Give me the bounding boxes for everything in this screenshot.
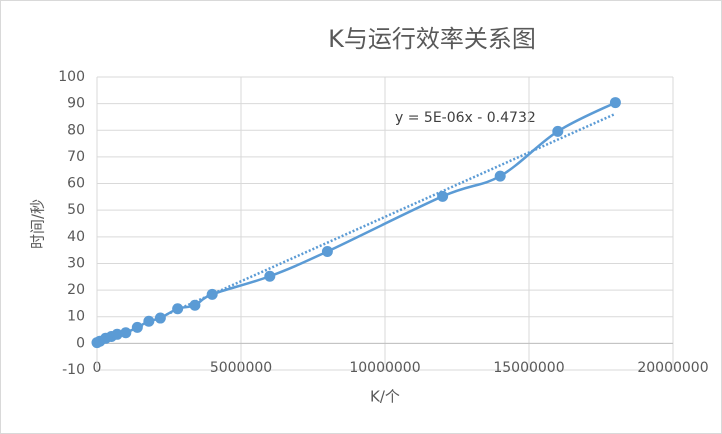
x-axis-label: K/个 [370, 388, 400, 406]
y-tick-label: -10 [62, 362, 85, 378]
data-point [552, 125, 564, 137]
data-point [189, 299, 201, 311]
trendline [96, 112, 616, 347]
y-tick-label: 90 [67, 96, 85, 112]
data-point [154, 312, 166, 324]
data-point [120, 327, 132, 339]
data-point [111, 328, 123, 340]
y-axis-label: 时间/秒 [29, 199, 47, 249]
data-point [437, 190, 449, 202]
trendline-equation: y = 5E-06x - 0.4732 [395, 110, 536, 126]
y-tick-label: 20 [67, 282, 85, 298]
chart-title: K与运行效率关系图 [328, 25, 536, 53]
y-tick-label: 0 [76, 335, 85, 351]
y-tick-label: 50 [67, 202, 85, 218]
y-tick-label: 40 [67, 229, 85, 245]
y-tick-label: 30 [67, 255, 85, 271]
data-point [143, 315, 155, 327]
y-tick-label: 80 [67, 122, 85, 138]
data-point [264, 270, 276, 282]
y-tick-label: 60 [67, 176, 85, 192]
data-point [321, 245, 333, 257]
y-tick-label: 100 [58, 69, 85, 85]
data-point [494, 170, 506, 182]
y-tick-label: 70 [67, 149, 85, 165]
y-tick-label: 10 [67, 309, 85, 325]
data-point [206, 288, 218, 300]
data-point [172, 303, 184, 315]
data-point [609, 97, 621, 109]
data-point [131, 321, 143, 333]
